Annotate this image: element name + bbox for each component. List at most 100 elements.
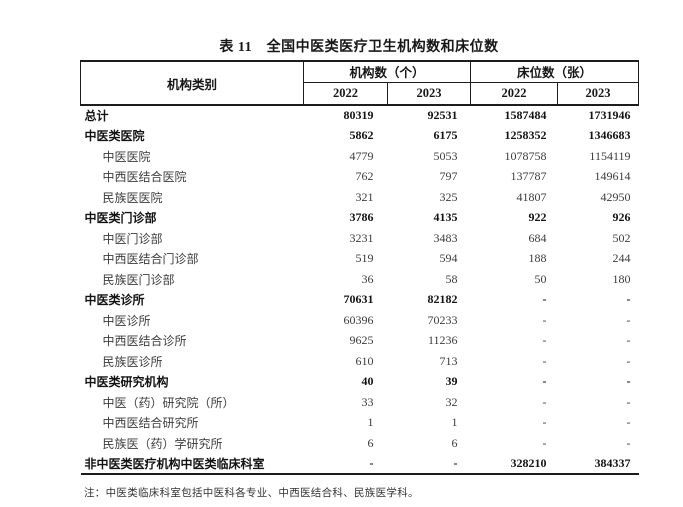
cell-value: 5862 xyxy=(349,128,374,143)
table-row: 中医类研究机构 40 39 - - xyxy=(81,372,639,393)
cell-value: 1346683 xyxy=(588,128,631,143)
table-row: 民族医诊所 610 713 - - xyxy=(81,351,639,372)
header-year-row: 2022 2023 2022 2023 xyxy=(81,81,640,106)
cell-value: 41807 xyxy=(516,189,547,204)
table-body: 总计 80319 92531 1587484 1731946 中医类医院 5862 6175 1… xyxy=(81,105,639,474)
cell-value: 50 xyxy=(534,271,547,286)
cell-value: 3786 xyxy=(349,210,374,225)
table-row: 中医医院 4779 5053 1078758 1154119 xyxy=(81,146,639,167)
cell-value: 325 xyxy=(439,189,458,204)
row-label: 中医医院 xyxy=(102,149,151,164)
header-group-row: 机构类别 机构数（个） 床位数（张） xyxy=(80,60,640,106)
cell-value: - xyxy=(626,394,631,409)
table-row: 中医诊所 60396 70233 - - xyxy=(81,310,639,331)
cell-value: 610 xyxy=(355,353,374,368)
table-row: 中西医结合医院 762 797 137787 149614 xyxy=(81,167,639,188)
row-label: 中医类医院 xyxy=(84,129,145,144)
cell-value: 594 xyxy=(439,251,458,266)
cell-value: - xyxy=(626,435,631,450)
cell-value: - xyxy=(453,455,458,470)
cell-value: 9625 xyxy=(349,333,374,348)
cell-value: 519 xyxy=(355,251,374,266)
cell-value: 1 xyxy=(367,415,374,430)
row-label: 中西医结合研究所 xyxy=(102,416,199,431)
cell-value: 797 xyxy=(439,169,458,184)
cell-value: 321 xyxy=(355,189,374,204)
cell-value: 60396 xyxy=(343,312,374,327)
cell-value: 4135 xyxy=(433,210,458,225)
row-label: 中西医结合医院 xyxy=(102,170,187,185)
cell-value: - xyxy=(542,394,547,409)
cell-value: 1587484 xyxy=(504,108,547,123)
cell-value: 1154119 xyxy=(589,148,631,163)
cell-value: 713 xyxy=(439,353,458,368)
statistics-table: 机构类别 机构数（个） 床位数（张） 2022 2023 2022 2023 总… xyxy=(80,60,640,475)
year-header-institutions-2022: 2022 xyxy=(303,81,388,106)
cell-value: 180 xyxy=(612,271,631,286)
row-label: 中医类诊所 xyxy=(84,293,145,308)
row-label: 中医诊所 xyxy=(102,313,151,328)
cell-value: - xyxy=(626,415,631,430)
cell-value: 6175 xyxy=(433,128,458,143)
year-header-institutions-2023: 2023 xyxy=(386,81,472,106)
row-label: 中医类研究机构 xyxy=(84,375,169,390)
cell-value: 6 xyxy=(367,435,374,450)
cell-value: 33 xyxy=(361,394,374,409)
cell-value: - xyxy=(626,333,631,348)
cell-value: 70631 xyxy=(343,292,374,307)
cell-value: - xyxy=(626,353,631,368)
table-row: 民族医医院 321 325 41807 42950 xyxy=(81,187,639,208)
table-row: 非中医类医疗机构中医类临床科室 - - 328210 384337 xyxy=(81,454,639,475)
row-label: 中西医结合门诊部 xyxy=(102,252,199,267)
cell-value: 137787 xyxy=(510,169,547,184)
table-row: 中西医结合研究所 1 1 - - xyxy=(81,413,639,434)
cell-value: 1731946 xyxy=(588,108,631,123)
cell-value: 70233 xyxy=(427,312,458,327)
row-label: 中医（药）研究院（所） xyxy=(102,395,235,410)
row-label: 中医门诊部 xyxy=(102,231,163,246)
row-label: 中西医结合诊所 xyxy=(102,334,187,349)
cell-value: - xyxy=(369,455,374,470)
cell-value: 1 xyxy=(451,415,458,430)
cell-value: 36 xyxy=(361,271,374,286)
year-header-beds-2022: 2022 xyxy=(470,81,559,106)
cell-value: 3483 xyxy=(433,230,458,245)
cell-value: 244 xyxy=(612,251,631,266)
table-row: 中医类医院 5862 6175 1258352 1346683 xyxy=(81,126,639,147)
cell-value: - xyxy=(542,374,547,389)
year-header-beds-2023: 2023 xyxy=(557,81,640,106)
cell-value: 40 xyxy=(361,374,374,389)
row-label: 总计 xyxy=(84,109,109,124)
cell-value: 3231 xyxy=(349,230,374,245)
table-title: 表 11 全国中医类医疗卫生机构数和床位数 xyxy=(219,40,499,55)
footnote: 注：中医类临床科室包括中医科各专业、中西医结合科、民族医学科。 xyxy=(84,488,419,499)
cell-value: 1258352 xyxy=(504,128,547,143)
cell-value: - xyxy=(542,415,547,430)
cell-value: - xyxy=(542,353,547,368)
table-row: 中医门诊部 3231 3483 684 502 xyxy=(81,228,639,249)
row-label: 非中医类医疗机构中医类临床科室 xyxy=(84,456,265,471)
group-header-beds: 床位数（张） xyxy=(470,60,640,83)
cell-value: 328210 xyxy=(510,455,547,470)
cell-value: 1078758 xyxy=(504,148,547,163)
cell-value: 684 xyxy=(528,230,547,245)
cell-value: - xyxy=(542,435,547,450)
cell-value: - xyxy=(542,292,547,307)
row-label: 民族医诊所 xyxy=(102,354,163,369)
table-row: 中医类门诊部 3786 4135 922 926 xyxy=(81,208,639,229)
cell-value: 922 xyxy=(528,210,547,225)
table-row: 中西医结合门诊部 519 594 188 244 xyxy=(81,249,639,270)
cell-value: 92531 xyxy=(427,108,458,123)
cell-value: 58 xyxy=(445,271,458,286)
row-header-label: 机构类别 xyxy=(80,60,304,106)
cell-value: - xyxy=(626,292,631,307)
table-row: 民族医（药）学研究所 6 6 - - xyxy=(81,433,639,454)
row-label: 民族医门诊部 xyxy=(102,272,175,287)
cell-value: - xyxy=(542,312,547,327)
group-header-institutions: 机构数（个） xyxy=(302,60,472,83)
cell-value: 42950 xyxy=(600,189,631,204)
cell-value: 502 xyxy=(612,230,631,245)
cell-value: 32 xyxy=(445,394,458,409)
table-row: 中西医结合诊所 9625 11236 - - xyxy=(81,331,639,352)
